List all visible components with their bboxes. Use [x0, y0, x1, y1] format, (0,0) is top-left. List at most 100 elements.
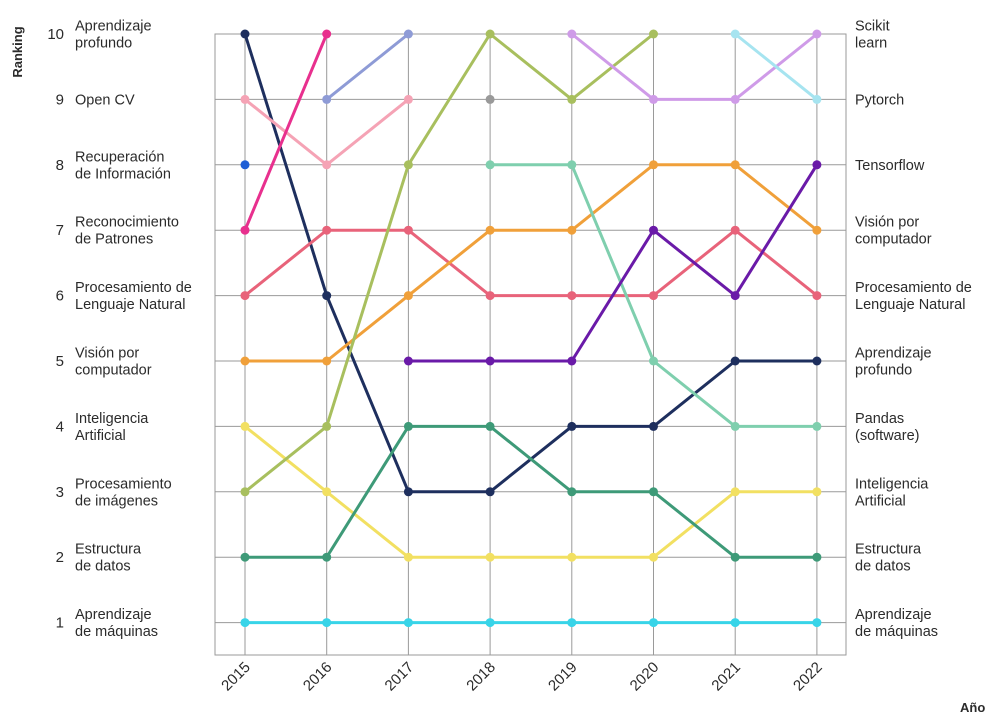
data-point: [730, 160, 740, 170]
data-point: [403, 29, 413, 39]
series: [240, 160, 822, 366]
series: [240, 29, 658, 497]
data-point: [485, 618, 495, 628]
x-axis-title: Año: [960, 700, 985, 715]
y-axis-title: Ranking: [10, 26, 25, 77]
series: [485, 160, 822, 431]
data-point: [567, 487, 577, 497]
data-point: [812, 291, 822, 301]
y-tick-label: 8: [56, 157, 64, 174]
data-point: [649, 356, 658, 366]
data-point: [485, 552, 495, 562]
data-point: [403, 160, 413, 170]
data-point: [730, 29, 740, 39]
data-point: [322, 94, 332, 104]
series-line: [570, 32, 819, 101]
category-label: computador: [75, 363, 152, 379]
category-label: Open CV: [75, 92, 135, 108]
category-label: Artificial: [75, 428, 126, 444]
series-line: [243, 424, 819, 559]
category-label: profundo: [855, 363, 912, 379]
x-tick-label: 2021: [708, 659, 744, 695]
series-line: [243, 228, 819, 298]
data-point: [485, 94, 495, 104]
data-point: [649, 421, 658, 431]
data-point: [403, 94, 413, 104]
data-point: [240, 225, 250, 235]
series: [240, 225, 822, 301]
data-point: [322, 356, 332, 366]
data-point: [485, 225, 495, 235]
data-point: [485, 29, 495, 39]
data-point: [730, 291, 740, 301]
data-point: [322, 618, 332, 628]
series-line: [243, 424, 819, 559]
category-label: Aprendizaje: [855, 607, 932, 623]
series: [240, 421, 822, 562]
y-tick-label: 7: [56, 222, 64, 239]
data-point: [240, 487, 250, 497]
data-point: [567, 160, 577, 170]
data-point: [567, 225, 577, 235]
plot-frame: [214, 33, 847, 656]
y-tick-label: 2: [56, 549, 64, 566]
data-point: [730, 487, 740, 497]
series-layer: [240, 29, 822, 628]
data-point: [485, 487, 495, 497]
data-point: [567, 291, 577, 301]
category-label: Lenguaje Natural: [75, 297, 185, 313]
data-point: [485, 421, 495, 431]
data-point: [403, 225, 413, 235]
data-point: [567, 94, 577, 104]
data-point: [240, 552, 250, 562]
data-point: [403, 487, 413, 497]
data-point: [730, 618, 740, 628]
category-label: Visión por: [855, 215, 919, 231]
category-label: Aprendizaje: [75, 607, 152, 623]
data-point: [730, 421, 740, 431]
category-label: Scikit: [855, 19, 890, 35]
data-point: [812, 94, 822, 104]
y-tick-label: 3: [56, 484, 64, 501]
data-point: [730, 94, 740, 104]
data-point: [812, 356, 822, 366]
data-point: [403, 356, 413, 366]
data-point: [403, 291, 413, 301]
data-point: [649, 618, 658, 628]
data-point: [812, 487, 822, 497]
y-tick-label: 1: [56, 615, 64, 632]
data-point: [240, 421, 250, 431]
data-point: [730, 356, 740, 366]
series-line: [243, 32, 329, 232]
data-point: [240, 29, 250, 39]
category-label: de máquinas: [855, 624, 938, 640]
data-point: [322, 160, 332, 170]
x-tick-label: 2015: [218, 659, 254, 695]
data-point: [649, 94, 658, 104]
data-point: [322, 291, 332, 301]
data-point: [240, 356, 250, 366]
category-label: de datos: [75, 559, 131, 575]
x-tick-label: 2016: [300, 659, 336, 695]
x-tick-label: 2019: [545, 659, 581, 695]
series-line: [243, 163, 819, 363]
data-point: [649, 29, 658, 39]
data-point: [812, 552, 822, 562]
series: [240, 29, 332, 235]
series-line: [243, 32, 655, 494]
category-label: (software): [855, 428, 919, 444]
data-point: [812, 421, 822, 431]
category-label: de Patrones: [75, 232, 153, 248]
series: [730, 29, 822, 104]
y-tick-label: 5: [56, 353, 64, 370]
category-label: Aprendizaje: [75, 19, 152, 35]
category-label: Estructura: [855, 542, 922, 558]
data-point: [567, 618, 577, 628]
data-point: [403, 552, 413, 562]
category-label: Recuperación: [75, 149, 164, 165]
data-point: [567, 356, 577, 366]
data-point: [403, 618, 413, 628]
